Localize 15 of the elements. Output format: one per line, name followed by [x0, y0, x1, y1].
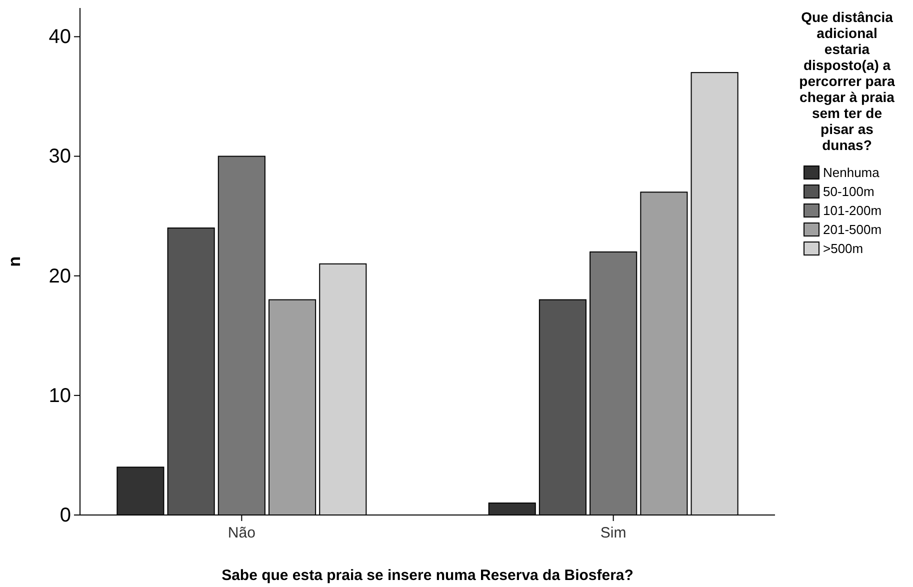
legend-label: 50-100m — [823, 184, 874, 199]
legend-label: Nenhuma — [823, 165, 880, 180]
legend-label: 101-200m — [823, 203, 882, 218]
y-tick-label: 20 — [48, 265, 71, 288]
x-tick-label: Não — [228, 524, 256, 542]
y-tick-label: 10 — [48, 384, 71, 407]
legend-label: >500m — [823, 241, 864, 256]
legend-label: 201-500m — [823, 222, 882, 237]
y-axis-title: n — [5, 256, 24, 267]
y-tick-label: 0 — [60, 504, 71, 526]
text: Que distância adicional estaria disposto(a) a percorrer para chegar à praia sem ter de pisar as dunas? — [799, 9, 895, 153]
x-tick-label: Sim — [600, 524, 626, 542]
y-tick-label: 30 — [48, 146, 71, 168]
y-tick-label: 40 — [48, 26, 71, 48]
x-axis-title: Sabe que esta praia se insere numa Reserva da Biosfera? — [222, 567, 634, 584]
